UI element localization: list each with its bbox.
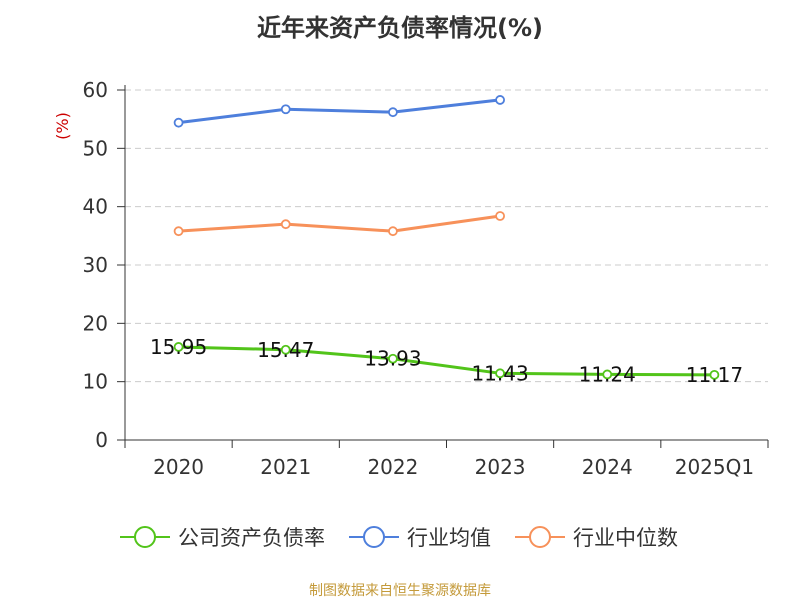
data-point [173,117,184,128]
data-label: 15.95 [150,335,207,359]
data-point [495,211,505,221]
data-point [495,368,505,379]
legend-label: 公司资产负债率 [178,526,325,550]
data-point [388,107,398,118]
data-point [709,369,720,380]
x-tick-label: 2023 [475,455,526,479]
data-label: 15.47 [257,338,314,362]
legend-marker [134,526,156,548]
y-axis-label: (%) [53,112,72,140]
series-line-0 [178,345,715,377]
x-tick-label: 2025Q1 [675,455,754,479]
data-label: 11.43 [471,361,528,385]
legend-label: 行业中位数 [573,526,678,550]
data-label: 13.93 [364,347,421,371]
source-note: 制图数据来自恒生聚源数据库 [309,583,491,599]
data-point [280,104,291,115]
y-tick-label: 40 [83,195,108,219]
data-label: 11.17 [686,363,743,387]
y-tick-label: 10 [83,370,108,394]
series-line-2 [178,214,501,233]
data-point [602,369,613,380]
y-tick-label: 0 [95,428,108,452]
data-point [388,226,398,237]
data-point [173,226,184,237]
series-line-1 [178,98,501,125]
data-point [280,219,291,230]
data-point [280,344,291,355]
legend-label: 行业均值 [407,526,491,550]
x-tick-label: 2021 [260,455,311,479]
chart-title: 近年来资产负债率情况(%) [257,14,543,42]
y-tick-label: 30 [83,253,108,277]
y-tick-label: 60 [83,78,108,102]
data-point [173,342,184,352]
data-point [388,353,398,364]
legend-marker [529,526,551,548]
data-label: 11.24 [579,362,636,386]
y-tick-label: 20 [83,311,108,335]
x-tick-label: 2020 [153,455,204,479]
legend-marker [363,526,385,548]
y-tick-label: 50 [83,136,108,160]
x-tick-label: 2024 [582,455,633,479]
x-tick-label: 2022 [367,455,418,479]
data-point [495,95,505,105]
